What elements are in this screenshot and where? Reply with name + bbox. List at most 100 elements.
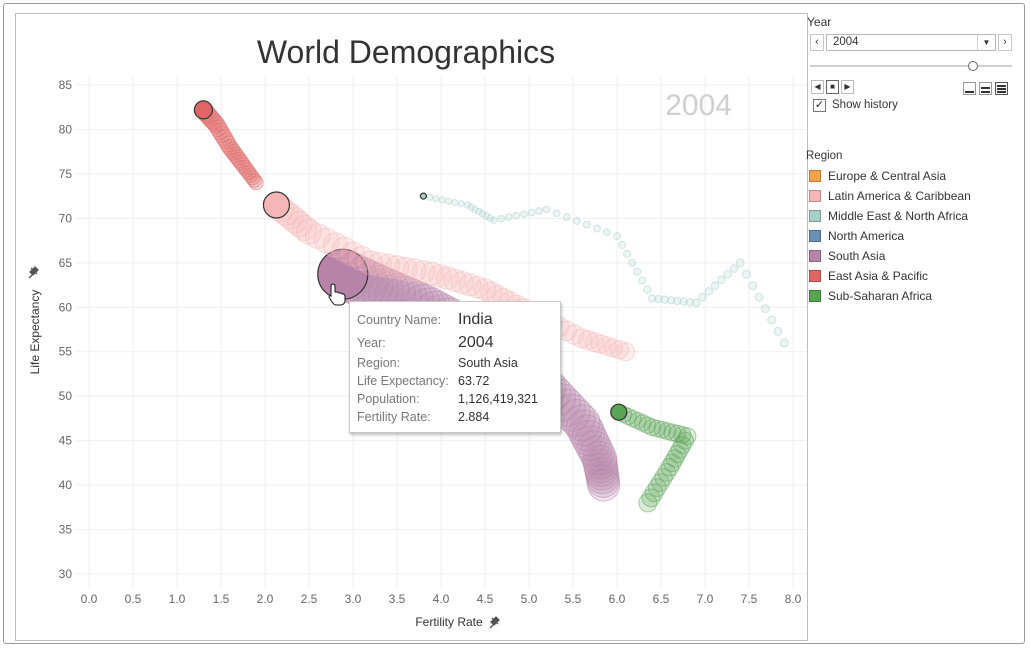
chart-view[interactable]: World Demographics 2004 85 80 75 70 65 60 55 50… <box>15 13 808 641</box>
history-mark <box>628 258 637 267</box>
x-tick-label: 5.0 <box>521 592 538 606</box>
history-mark <box>638 276 647 285</box>
stop-icon[interactable]: ■ <box>826 80 839 94</box>
show-history-checkbox[interactable]: ✓ <box>813 99 826 112</box>
history-mark <box>552 209 561 218</box>
x-tick-label: 1.0 <box>169 592 186 606</box>
legend-swatch <box>809 170 821 182</box>
tooltip-population-row: Population: 1,126,419,321 <box>357 392 538 410</box>
history-mark <box>451 198 459 207</box>
data-point[interactable] <box>193 100 213 120</box>
history-mark <box>296 218 322 245</box>
legend-label: Sub-Saharan Africa <box>828 289 933 303</box>
history-mark <box>698 292 707 302</box>
legend-swatch <box>809 270 821 282</box>
series-trail-east-asia-pacific[interactable] <box>193 100 264 191</box>
y-tick-label: 45 <box>59 434 73 448</box>
y-tick-label: 75 <box>59 167 73 181</box>
tooltip-year-value: 2004 <box>458 334 494 351</box>
legend-swatch <box>809 230 821 242</box>
history-mark <box>473 278 497 301</box>
speed-fast-icon[interactable] <box>995 82 1008 95</box>
series-trail-sub-saharan-africa[interactable] <box>610 403 697 513</box>
history-mark <box>710 281 720 290</box>
history-mark <box>281 207 309 234</box>
legend-label: Latin America & Caribbean <box>828 189 971 203</box>
history-mark <box>426 193 434 201</box>
history-mark <box>723 269 732 279</box>
history-mark <box>717 275 726 285</box>
history-mark <box>735 258 745 268</box>
history-mark <box>729 264 739 273</box>
history-mark <box>651 473 670 492</box>
y-tick-label: 65 <box>59 256 73 270</box>
y-axis-pin-icon[interactable] <box>28 266 39 279</box>
step-back-icon[interactable]: ◀ <box>811 80 824 94</box>
history-mark <box>644 483 664 503</box>
history-mark <box>463 201 472 209</box>
year-slider-thumb[interactable] <box>968 61 978 71</box>
speed-medium-icon[interactable] <box>979 82 992 95</box>
history-mark <box>535 207 543 215</box>
y-axis-title: Life Expectancy <box>28 290 42 375</box>
year-next-button[interactable]: › <box>998 34 1012 51</box>
legend-title: Region <box>806 150 843 162</box>
history-mark <box>592 224 601 233</box>
history-mark <box>654 294 663 304</box>
tooltip-region-key: Region: <box>357 356 401 370</box>
history-mark <box>779 338 789 348</box>
legend-swatch <box>809 210 821 222</box>
history-mark <box>438 196 446 204</box>
x-tick-label: 0.5 <box>125 592 142 606</box>
tooltip-country-row: Country Name: India <box>357 311 493 329</box>
history-mark <box>666 296 676 305</box>
y-tick-label: 30 <box>59 567 73 581</box>
x-tick-label: 5.5 <box>565 592 582 606</box>
history-mark <box>490 216 498 224</box>
x-tick-label: 1.5 <box>213 592 230 606</box>
data-point[interactable] <box>262 191 291 219</box>
year-slider-track[interactable] <box>810 65 1012 67</box>
history-mark <box>505 213 513 221</box>
y-tick-label: 85 <box>59 78 73 92</box>
x-tick-label: 2.0 <box>257 592 274 606</box>
tooltip-life-row: Life Expectancy: 63.72 <box>357 374 489 392</box>
data-point[interactable] <box>419 192 427 200</box>
year-dropdown-value: 2004 <box>833 36 859 48</box>
legend-swatch <box>809 250 821 262</box>
play-icon[interactable]: ▶ <box>841 80 854 94</box>
year-dropdown[interactable]: 2004 ▼ <box>826 34 996 51</box>
series-trail-middle-east-north-africa[interactable] <box>419 192 789 348</box>
history-mark <box>760 304 770 313</box>
history-mark <box>313 227 340 254</box>
tooltip-year-row: Year: 2004 <box>357 334 494 352</box>
history-mark <box>563 404 601 442</box>
history-mark <box>420 261 444 286</box>
history-mark <box>602 228 611 237</box>
year-filter-control: ‹ 2004 ▼ › <box>806 34 1014 53</box>
history-mark <box>527 208 536 217</box>
x-tick-label: 2.5 <box>301 592 318 606</box>
history-mark <box>497 214 506 223</box>
chevron-down-icon[interactable]: ▼ <box>977 35 995 50</box>
y-tick-label: 70 <box>59 211 73 225</box>
history-mark <box>471 205 479 214</box>
history-mark <box>457 200 465 208</box>
history-mark <box>486 214 494 222</box>
data-point[interactable] <box>610 403 628 421</box>
speed-slow-icon[interactable] <box>963 82 976 95</box>
history-mark <box>633 267 642 276</box>
history-mark <box>623 249 632 258</box>
history-mark <box>641 488 661 508</box>
history-mark <box>613 232 621 241</box>
year-prev-button[interactable]: ‹ <box>810 34 824 51</box>
x-tick-label: 8.0 <box>785 592 802 606</box>
history-mark <box>542 205 551 214</box>
history-mark <box>482 212 490 220</box>
x-tick-label: 4.5 <box>477 592 494 606</box>
history-mark <box>767 315 777 325</box>
history-mark <box>467 203 475 211</box>
history-mark <box>748 281 758 291</box>
tooltip-region-row: Region: South Asia <box>357 356 518 374</box>
x-axis-pin-icon[interactable] <box>489 616 500 629</box>
